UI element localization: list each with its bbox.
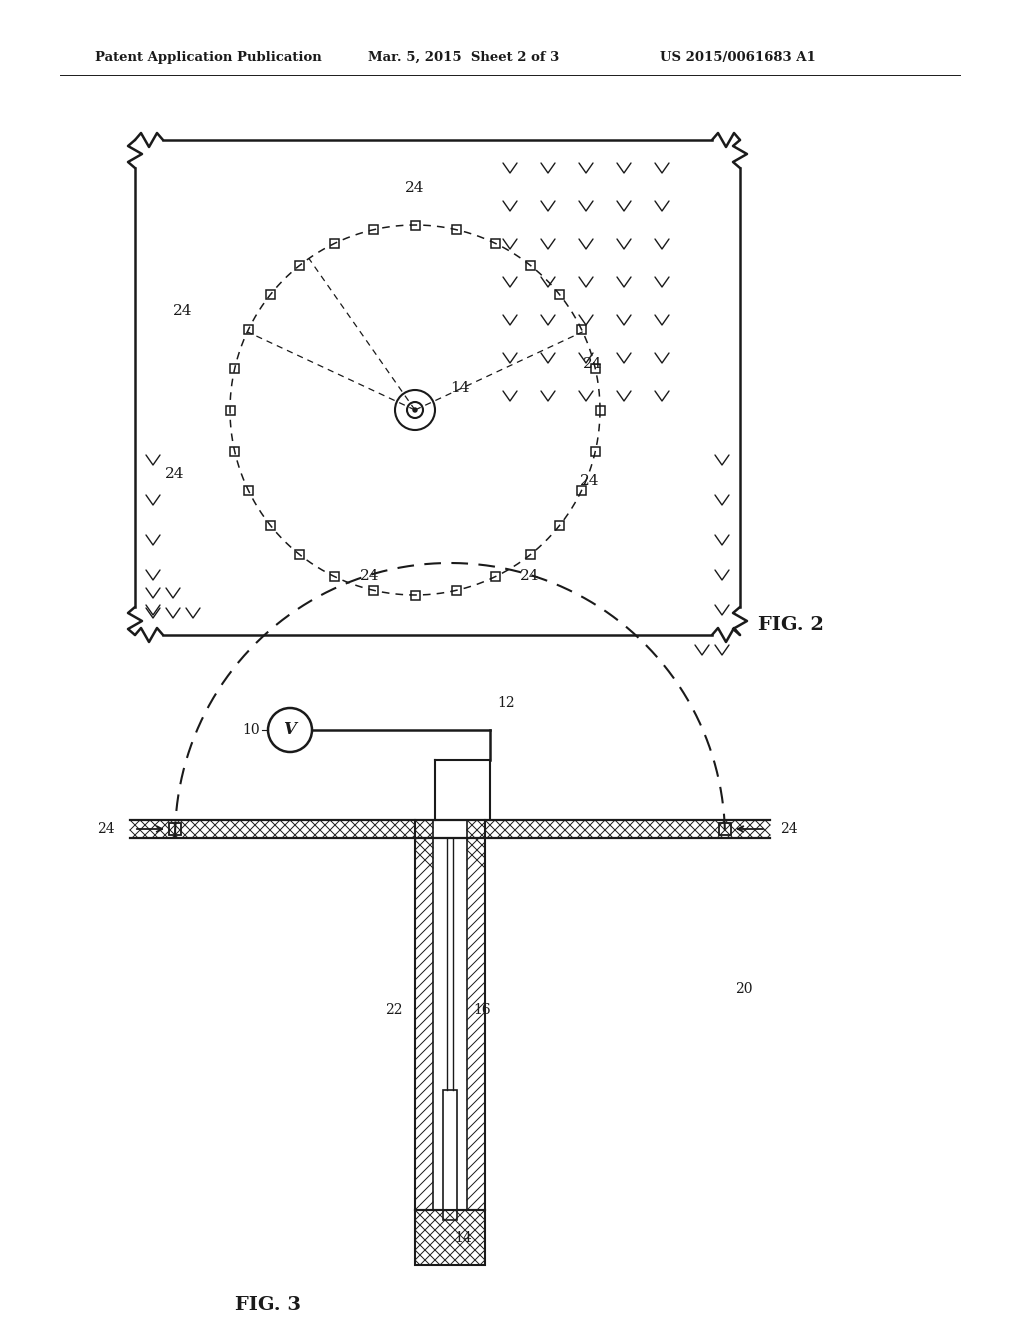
- Bar: [330, 572, 339, 581]
- Bar: [295, 550, 304, 560]
- Bar: [295, 261, 304, 269]
- Bar: [555, 290, 564, 300]
- Bar: [452, 226, 461, 234]
- Text: 24: 24: [165, 467, 184, 480]
- Text: 24: 24: [360, 569, 380, 583]
- Circle shape: [407, 403, 423, 418]
- Bar: [244, 325, 253, 334]
- Text: 24: 24: [173, 304, 193, 318]
- Bar: [452, 586, 461, 595]
- Text: FIG. 2: FIG. 2: [758, 616, 824, 634]
- Circle shape: [268, 708, 312, 752]
- Text: 12: 12: [497, 696, 515, 710]
- Bar: [490, 239, 500, 248]
- Text: 24: 24: [780, 822, 798, 836]
- Bar: [411, 590, 420, 599]
- Text: 16: 16: [473, 1003, 490, 1016]
- Bar: [591, 446, 600, 455]
- Bar: [230, 446, 240, 455]
- Bar: [719, 822, 731, 836]
- Bar: [230, 364, 240, 374]
- Bar: [370, 226, 378, 234]
- Text: FIG. 3: FIG. 3: [234, 1296, 301, 1313]
- Text: 24: 24: [520, 569, 540, 583]
- Bar: [244, 486, 253, 495]
- Bar: [443, 1090, 457, 1220]
- Bar: [370, 586, 378, 595]
- Text: 24: 24: [406, 181, 425, 195]
- Text: 24: 24: [97, 822, 115, 836]
- Bar: [555, 521, 564, 529]
- Text: US 2015/0061683 A1: US 2015/0061683 A1: [660, 50, 816, 63]
- Text: 22: 22: [385, 1003, 403, 1016]
- Bar: [415, 1210, 485, 1265]
- Bar: [330, 239, 339, 248]
- Text: 24: 24: [580, 474, 599, 488]
- Text: 14: 14: [454, 1232, 472, 1245]
- Text: 24: 24: [583, 356, 602, 371]
- Text: V: V: [284, 722, 296, 738]
- Bar: [411, 220, 420, 230]
- Bar: [591, 364, 600, 374]
- Bar: [526, 261, 535, 269]
- Bar: [578, 325, 586, 334]
- Bar: [526, 550, 535, 560]
- Circle shape: [413, 408, 417, 412]
- Bar: [578, 486, 586, 495]
- Text: Mar. 5, 2015  Sheet 2 of 3: Mar. 5, 2015 Sheet 2 of 3: [368, 50, 559, 63]
- Bar: [266, 290, 274, 300]
- Text: 14: 14: [450, 381, 469, 395]
- Bar: [225, 405, 234, 414]
- Bar: [596, 405, 604, 414]
- Bar: [169, 822, 181, 836]
- Circle shape: [395, 389, 435, 430]
- Bar: [266, 521, 274, 529]
- Text: 10: 10: [243, 723, 260, 737]
- Bar: [490, 572, 500, 581]
- Text: Patent Application Publication: Patent Application Publication: [95, 50, 322, 63]
- Text: 20: 20: [735, 982, 753, 997]
